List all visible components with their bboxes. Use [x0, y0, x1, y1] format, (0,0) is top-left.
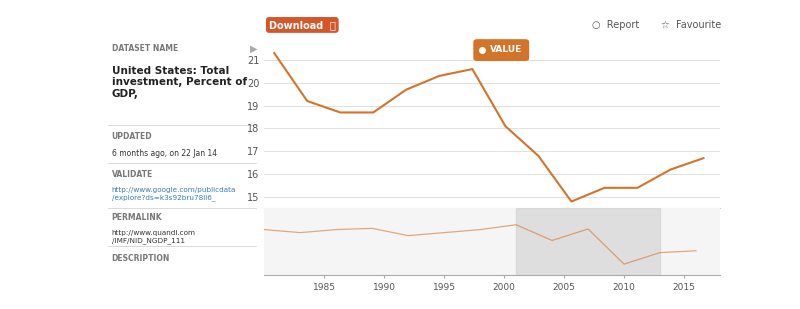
Text: DESCRIPTION: DESCRIPTION [111, 254, 170, 263]
Text: http://www.quandl.com
/IMF/NID_NGDP_111: http://www.quandl.com /IMF/NID_NGDP_111 [111, 230, 195, 243]
Text: ▶: ▶ [250, 44, 258, 54]
Bar [516, 208, 660, 275]
Text: 6 months ago, on 22 Jan 14: 6 months ago, on 22 Jan 14 [111, 149, 217, 158]
Text: http://www.google.com/publicdata
/explore?ds=k3s92bru78li6_: http://www.google.com/publicdata /explor… [111, 187, 236, 201]
Text: DATASET NAME: DATASET NAME [111, 44, 178, 53]
Text: VALIDATE: VALIDATE [111, 170, 153, 179]
Text: Download  ⤓: Download ⤓ [269, 20, 336, 30]
Text: ☆  Favourite: ☆ Favourite [661, 20, 721, 30]
FancyBboxPatch shape [474, 39, 529, 61]
Text: ○  Report: ○ Report [593, 20, 640, 30]
Text: UPDATED: UPDATED [111, 132, 152, 141]
Text: PERMALINK: PERMALINK [111, 213, 162, 222]
Text: United States: Total
investment, Percent of
GDP,: United States: Total investment, Percent… [111, 66, 246, 99]
Text: VALUE: VALUE [490, 45, 522, 54]
